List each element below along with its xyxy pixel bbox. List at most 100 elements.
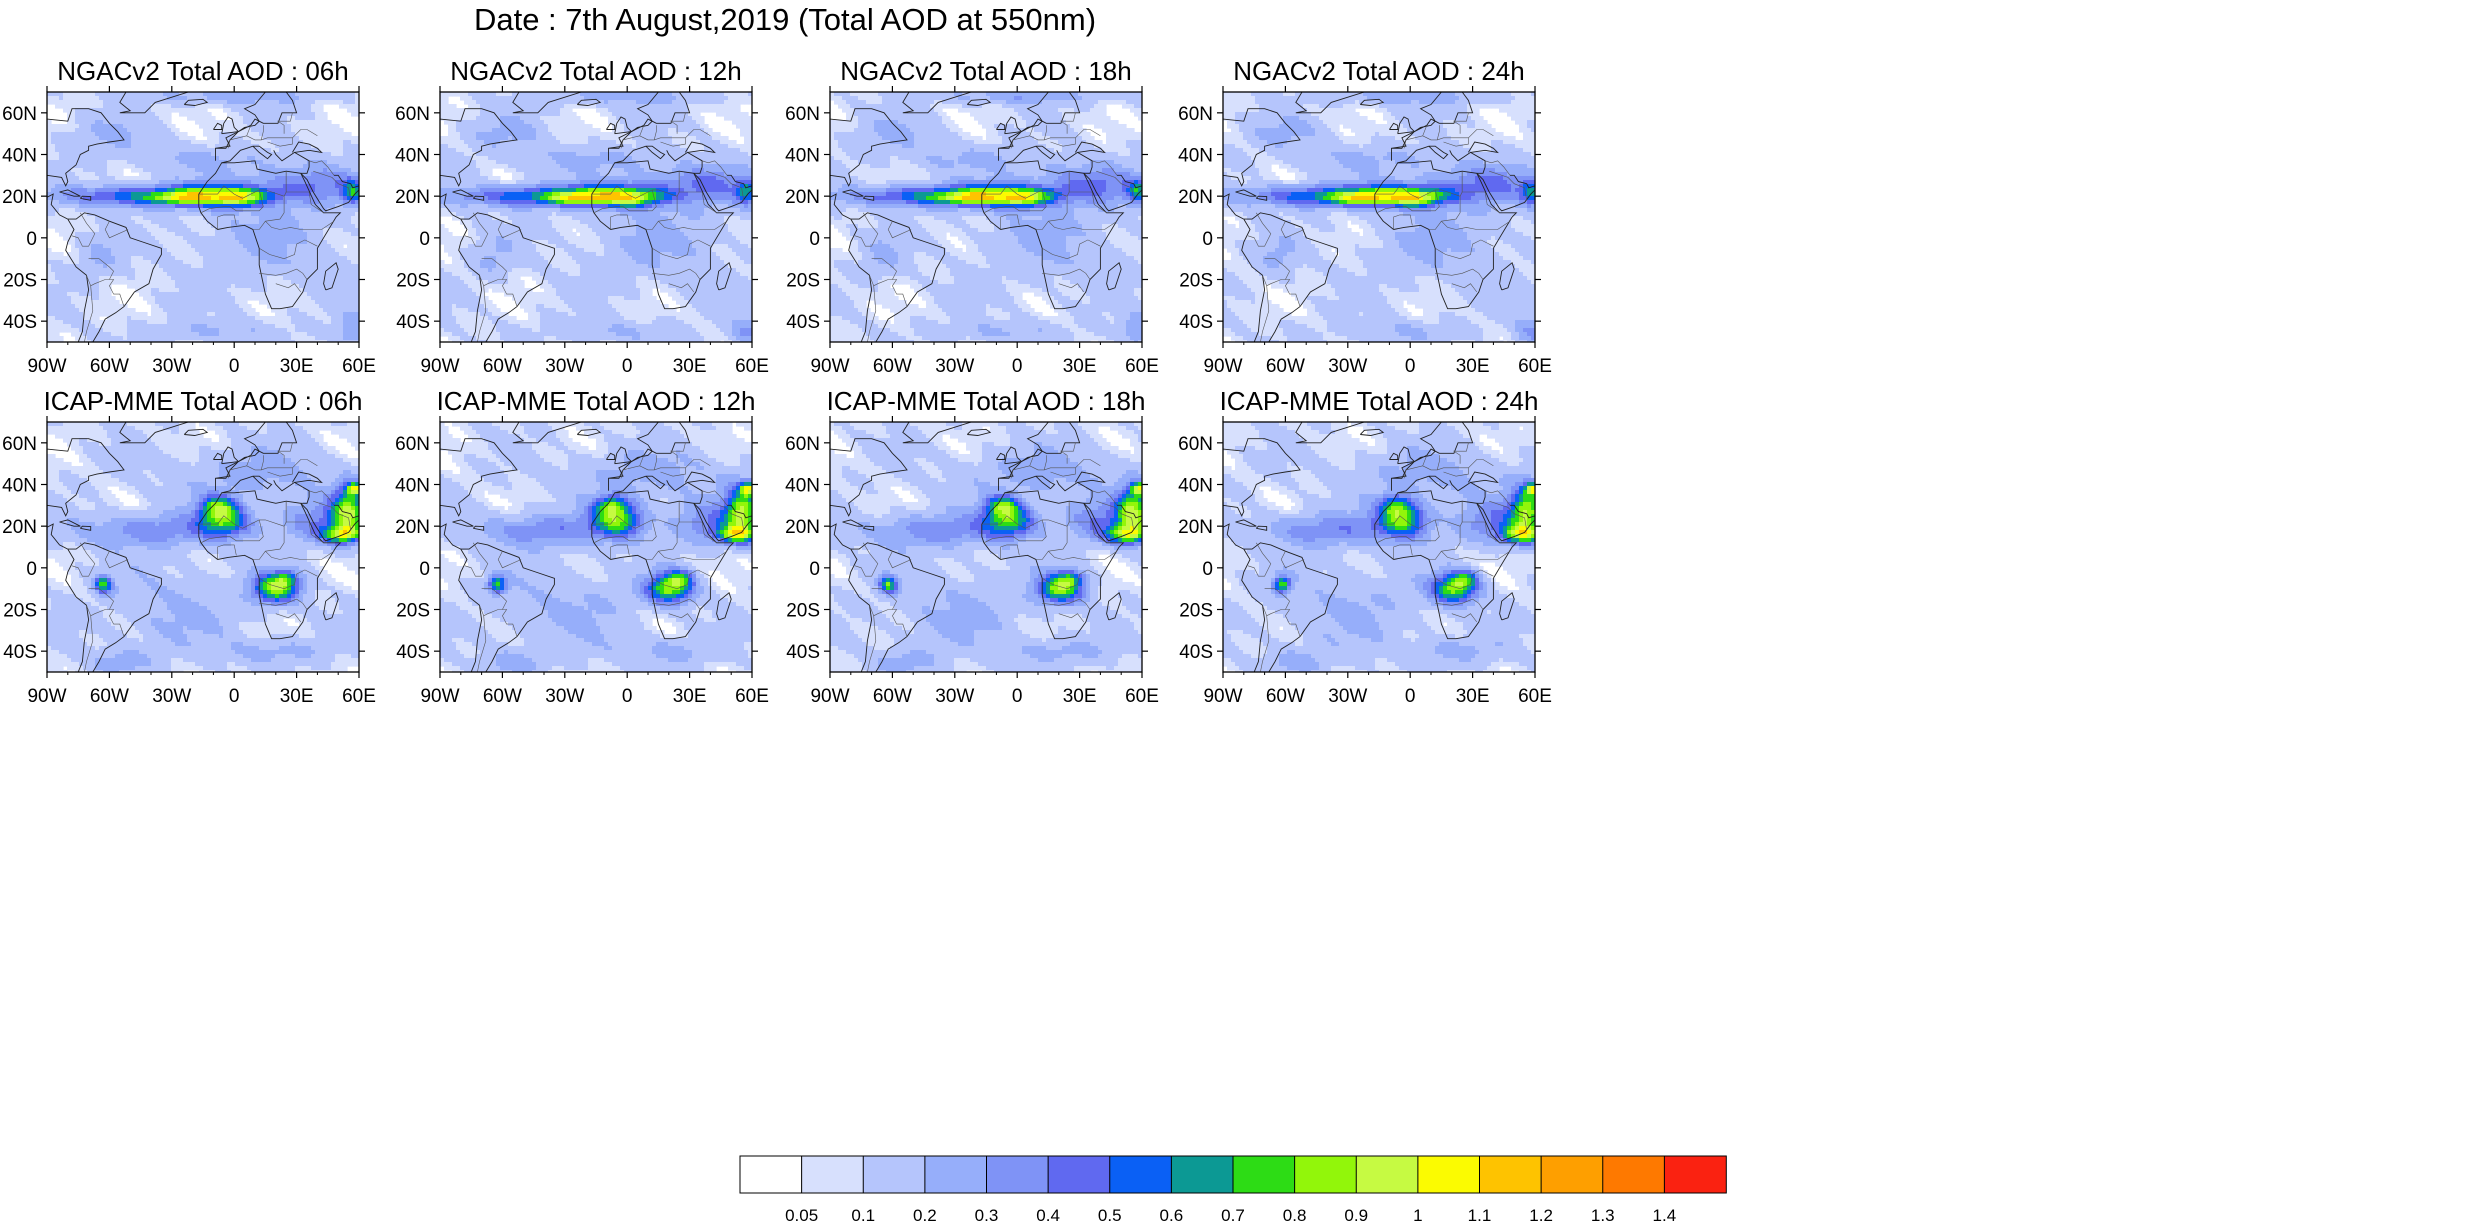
lat-label: 40N bbox=[785, 146, 820, 167]
map-panel: ICAP-MME Total AOD : 18h 60N 40N 20N 0 20S 40S… bbox=[785, 386, 1159, 707]
lat-label: 40N bbox=[2, 146, 37, 167]
colorbar-label: 0.05 bbox=[785, 1206, 818, 1222]
country-borders bbox=[464, 112, 744, 342]
lat-label: 0 bbox=[1202, 229, 1213, 250]
lon-label: 30E bbox=[1063, 356, 1097, 377]
lon-label: 0 bbox=[1012, 356, 1023, 377]
lat-label: 60N bbox=[785, 434, 820, 455]
map-panel: NGACv2 Total AOD : 06h 60N 40N 20N 0 20S 40S 90… bbox=[2, 56, 376, 377]
lat-label: 20N bbox=[2, 187, 37, 208]
lat-label: 40S bbox=[3, 642, 37, 663]
colorbar-swatch bbox=[801, 1155, 865, 1194]
lon-label: 30E bbox=[280, 356, 314, 377]
lon-label: 30W bbox=[545, 686, 584, 707]
lon-label: 60E bbox=[1518, 686, 1552, 707]
map-frame bbox=[439, 421, 753, 673]
aod-field bbox=[440, 422, 752, 672]
colorbar-label: 0.5 bbox=[1098, 1206, 1122, 1222]
colorbar-swatch bbox=[1417, 1155, 1481, 1194]
lon-label: 30W bbox=[545, 356, 584, 377]
coastlines bbox=[830, 422, 1142, 672]
coastlines bbox=[440, 422, 752, 672]
map-frame bbox=[1222, 421, 1536, 673]
colorbar-label: 0.8 bbox=[1283, 1206, 1307, 1222]
lon-label: 60E bbox=[1518, 356, 1552, 377]
coastlines bbox=[1223, 92, 1535, 342]
lat-label: 0 bbox=[26, 559, 37, 580]
panel-title: NGACv2 Total AOD : 12h bbox=[450, 56, 741, 86]
map-panels: NGACv2 Total AOD : 06h 60N 40N 20N 0 20S 40S 90… bbox=[2, 56, 1552, 707]
panel-title: ICAP-MME Total AOD : 18h bbox=[827, 386, 1146, 416]
figure-title: Date : 7th August,2019 (Total AOD at 550… bbox=[0, 0, 1570, 42]
lat-label: 20N bbox=[2, 517, 37, 538]
colorbar-swatch bbox=[1109, 1155, 1173, 1194]
aod-field bbox=[1223, 92, 1535, 342]
country-borders bbox=[464, 442, 744, 672]
lon-label: 60W bbox=[483, 356, 522, 377]
lon-label: 90W bbox=[1203, 686, 1242, 707]
lat-label: 20S bbox=[1179, 601, 1213, 622]
country-borders bbox=[854, 112, 1134, 342]
panel-title: ICAP-MME Total AOD : 12h bbox=[437, 386, 756, 416]
country-borders bbox=[71, 112, 351, 342]
lon-label: 30E bbox=[1063, 686, 1097, 707]
map-frame bbox=[1222, 91, 1536, 343]
panel-title: NGACv2 Total AOD : 18h bbox=[840, 56, 1131, 86]
lat-label: 40N bbox=[395, 476, 430, 497]
lon-label: 60W bbox=[1266, 356, 1305, 377]
lon-label: 30E bbox=[1456, 356, 1490, 377]
colorbar-label: 1.4 bbox=[1653, 1206, 1677, 1222]
lat-label: 20S bbox=[396, 271, 430, 292]
colorbar-label: 0.3 bbox=[975, 1206, 999, 1222]
lat-label: 60N bbox=[395, 104, 430, 125]
map-panel: NGACv2 Total AOD : 24h 60N 40N 20N 0 20S 40S 90… bbox=[1178, 56, 1552, 377]
map-frame bbox=[46, 421, 360, 673]
lon-label: 90W bbox=[1203, 356, 1242, 377]
lat-label: 20S bbox=[3, 601, 37, 622]
lon-label: 30E bbox=[1456, 686, 1490, 707]
colorbar-swatch bbox=[1479, 1155, 1542, 1194]
lon-label: 0 bbox=[1405, 686, 1416, 707]
lat-label: 20S bbox=[396, 601, 430, 622]
lon-label: 60W bbox=[1266, 686, 1305, 707]
lon-label: 90W bbox=[810, 356, 849, 377]
lat-label: 20N bbox=[1178, 187, 1213, 208]
colorbar-swatch bbox=[1232, 1155, 1296, 1194]
lat-label: 0 bbox=[809, 559, 820, 580]
lat-label: 20N bbox=[395, 187, 430, 208]
lat-label: 40N bbox=[785, 476, 820, 497]
lon-label: 60E bbox=[1125, 356, 1159, 377]
panel-title: NGACv2 Total AOD : 24h bbox=[1233, 56, 1524, 86]
lat-label: 20N bbox=[1178, 517, 1213, 538]
country-borders bbox=[71, 442, 351, 672]
lat-label: 40S bbox=[1179, 642, 1213, 663]
lat-label: 60N bbox=[2, 104, 37, 125]
colorbar-label: 1.3 bbox=[1591, 1206, 1615, 1222]
lat-label: 40S bbox=[786, 312, 820, 333]
map-panel: NGACv2 Total AOD : 12h 60N 40N 20N 0 20S 40S 90… bbox=[395, 56, 769, 377]
map-panel: NGACv2 Total AOD : 18h 60N 40N 20N 0 20S 40S 90… bbox=[785, 56, 1159, 377]
country-borders bbox=[1247, 112, 1527, 342]
lat-label: 60N bbox=[785, 104, 820, 125]
colorbar-label: 0.6 bbox=[1160, 1206, 1184, 1222]
lat-label: 40N bbox=[1178, 476, 1213, 497]
lon-label: 30W bbox=[935, 686, 974, 707]
lon-label: 0 bbox=[229, 686, 240, 707]
panel-title: ICAP-MME Total AOD : 24h bbox=[1220, 386, 1539, 416]
lat-label: 0 bbox=[419, 229, 430, 250]
lat-label: 20N bbox=[785, 517, 820, 538]
lon-label: 90W bbox=[420, 356, 459, 377]
coastlines bbox=[1223, 422, 1535, 672]
lon-label: 30E bbox=[673, 686, 707, 707]
map-panel: ICAP-MME Total AOD : 06h 60N 40N 20N 0 20S 40S… bbox=[2, 386, 376, 707]
lon-label: 0 bbox=[1405, 356, 1416, 377]
colorbar-swatch bbox=[1540, 1155, 1604, 1194]
lon-label: 60W bbox=[90, 686, 129, 707]
map-panel: ICAP-MME Total AOD : 12h 60N 40N 20N 0 20S 40S… bbox=[395, 386, 769, 707]
colorbar-swatch bbox=[1047, 1155, 1111, 1194]
aod-field bbox=[830, 92, 1142, 342]
lon-label: 60E bbox=[342, 356, 376, 377]
colorbar-label: 0.4 bbox=[1036, 1206, 1060, 1222]
colorbar-swatch bbox=[1294, 1155, 1358, 1194]
